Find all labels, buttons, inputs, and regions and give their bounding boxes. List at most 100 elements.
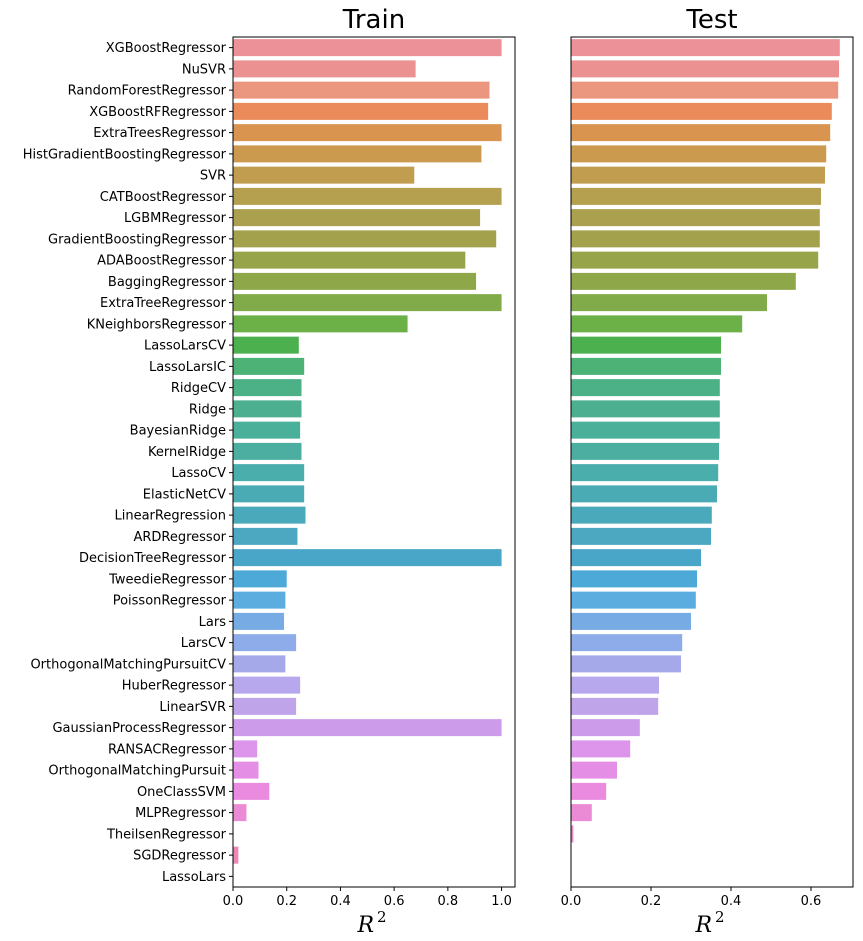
train-title: Train	[342, 5, 405, 35]
train-bar-LGBMRegressor	[233, 209, 481, 227]
category-label: LinearSVR	[159, 700, 226, 715]
category-label: PoissonRegressor	[113, 594, 227, 609]
test-bar-SVR	[571, 166, 825, 184]
test-bar-KNeighborsRegressor	[571, 315, 743, 333]
train-bar-SGDRegressor	[233, 846, 239, 864]
category-label: LinearRegression	[114, 509, 226, 524]
train-bar-OrthogonalMatchingPursuit	[233, 761, 259, 779]
test-bar-GradientBoostingRegressor	[571, 230, 820, 248]
test-bar-BayesianRidge	[571, 421, 720, 439]
category-label: BaggingRegressor	[108, 275, 227, 290]
train-bar-LarsCV	[233, 634, 297, 652]
test-bar-KernelRidge	[571, 442, 719, 460]
train-bar-CATBoostRegressor	[233, 187, 502, 205]
category-label: NuSVR	[182, 62, 226, 77]
category-label: GradientBoostingRegressor	[48, 232, 227, 247]
category-label: OrthogonalMatchingPursuitCV	[30, 657, 226, 672]
test-title: Test	[685, 5, 737, 35]
test-bar-LassoCV	[571, 464, 719, 482]
category-label: XGBoostRFRegressor	[89, 105, 226, 120]
category-label: ADABoostRegressor	[97, 254, 227, 269]
train-bar-HistGradientBoostingRegressor	[233, 145, 482, 163]
x-tick-label: 0.8	[438, 894, 459, 909]
category-label: HuberRegressor	[122, 679, 227, 694]
x-tick-label: 0.2	[276, 894, 297, 909]
train-bar-Ridge	[233, 400, 302, 418]
test-bar-LarsCV	[571, 634, 683, 652]
train-bar-GaussianProcessRegressor	[233, 719, 502, 737]
test-bar-RANSACRegressor	[571, 740, 631, 758]
train-bar-BaggingRegressor	[233, 272, 477, 290]
test-bar-LinearSVR	[571, 697, 659, 715]
test-panel: 0.0 0.2 0.4 0.6 Test R 2	[561, 5, 854, 938]
test-bar-LassoLarsIC	[571, 357, 721, 375]
category-label: MLPRegressor	[135, 806, 227, 821]
test-bar-Lars	[571, 612, 691, 630]
train-bar-BayesianRidge	[233, 421, 301, 439]
train-bar-KernelRidge	[233, 442, 302, 460]
test-bar-PoissonRegressor	[571, 591, 696, 609]
test-bar-DecisionTreeRegressor	[571, 549, 701, 567]
test-bar-ElasticNetCV	[571, 485, 717, 503]
test-bar-XGBoostRegressor	[571, 39, 840, 57]
category-label: LassoLarsCV	[144, 339, 226, 354]
test-bar-NuSVR	[571, 60, 839, 78]
test-bar-OneClassSVM	[571, 782, 607, 800]
test-bar-GaussianProcessRegressor	[571, 719, 640, 737]
test-bar-ExtraTreesRegressor	[571, 124, 831, 142]
category-label: HistGradientBoostingRegressor	[23, 147, 227, 162]
x-tick-label: 0.6	[384, 894, 405, 909]
test-bar-LGBMRegressor	[571, 209, 820, 227]
train-bar-ARDRegressor	[233, 527, 298, 545]
test-axes-frame	[570, 36, 854, 888]
category-label: GaussianProcessRegressor	[52, 721, 226, 736]
category-label: KernelRidge	[148, 445, 226, 460]
category-label: BayesianRidge	[130, 424, 226, 439]
train-panel: XGBoostRegressor NuSVR RandomForestRegress…	[23, 5, 516, 938]
category-label: RANSACRegressor	[108, 742, 227, 757]
x-tick-label: 1.0	[491, 894, 512, 909]
category-label: Ridge	[189, 402, 226, 417]
test-bar-ADABoostRegressor	[571, 251, 819, 269]
category-label: ElasticNetCV	[143, 487, 226, 502]
category-label: TweedieRegressor	[108, 572, 227, 587]
train-bar-KNeighborsRegressor	[233, 315, 408, 333]
category-label: LGBMRegressor	[124, 211, 227, 226]
train-bar-LinearRegression	[233, 506, 306, 524]
category-label: SVR	[200, 169, 226, 184]
train-bar-XGBoostRegressor	[233, 39, 502, 57]
train-bar-TweedieRegressor	[233, 570, 287, 588]
category-label: KNeighborsRegressor	[87, 317, 227, 332]
train-bar-DecisionTreeRegressor	[233, 549, 502, 567]
category-label: ExtraTreesRegressor	[93, 126, 226, 141]
train-axes-frame	[232, 36, 516, 888]
x-tick-label: 0.4	[721, 894, 742, 909]
train-bar-LinearSVR	[233, 697, 297, 715]
test-bar-HistGradientBoostingRegressor	[571, 145, 827, 163]
category-label: LassoLarsIC	[149, 360, 226, 375]
x-tick-label: 0.0	[223, 894, 244, 909]
test-bar-CATBoostRegressor	[571, 187, 821, 205]
train-bar-LassoLarsIC	[233, 357, 305, 375]
test-bar-TheilsenRegressor	[571, 825, 574, 843]
category-label: LarsCV	[181, 636, 226, 651]
train-bar-Lars	[233, 612, 285, 630]
train-bar-NuSVR	[233, 60, 416, 78]
x-tick-label: 0.2	[641, 894, 662, 909]
test-bar-LinearRegression	[571, 506, 712, 524]
train-bar-MLPRegressor	[233, 804, 247, 822]
test-bar-OrthogonalMatchingPursuit	[571, 761, 617, 779]
test-bar-ExtraTreeRegressor	[571, 294, 767, 312]
test-bar-HuberRegressor	[571, 676, 659, 694]
test-bar-MLPRegressor	[571, 804, 592, 822]
category-label: RidgeCV	[171, 381, 226, 396]
train-bar-ADABoostRegressor	[233, 251, 466, 269]
train-bar-LassoLarsCV	[233, 336, 299, 354]
test-bar-ARDRegressor	[571, 527, 711, 545]
category-label: ARDRegressor	[133, 530, 226, 545]
category-label: LassoCV	[171, 466, 226, 481]
train-bar-RANSACRegressor	[233, 740, 258, 758]
category-label: CATBoostRegressor	[100, 190, 227, 205]
